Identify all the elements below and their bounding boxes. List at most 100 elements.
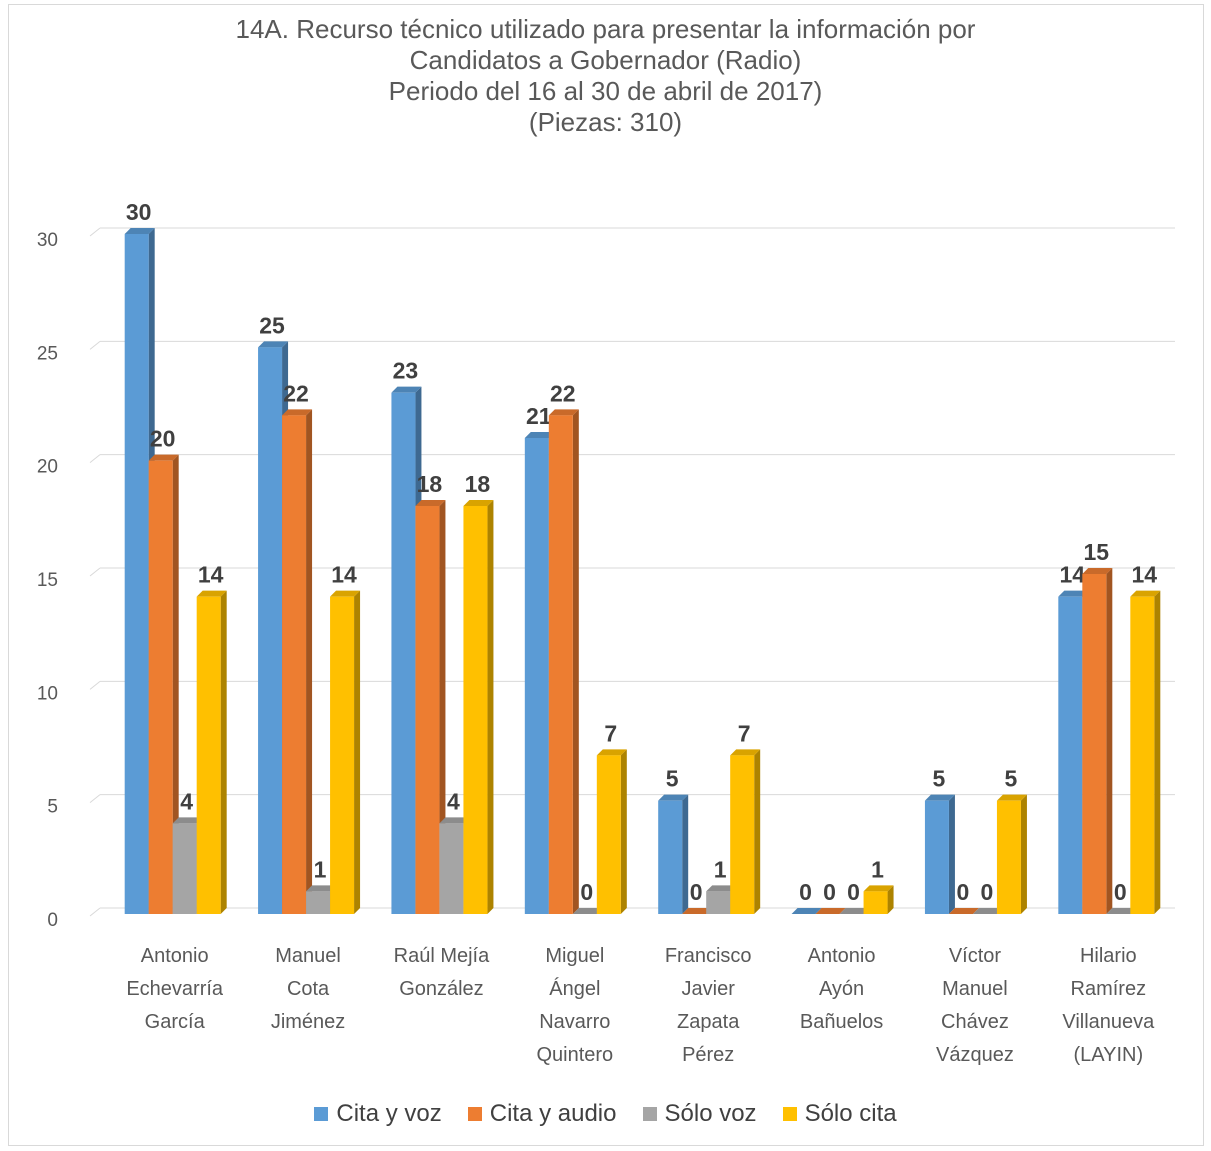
- bar-3-1-top: [548, 409, 579, 416]
- grid-depth-4: [89, 454, 101, 464]
- category-label-7-3: (LAYIN): [1073, 1044, 1143, 1066]
- bar-2-0-top: [391, 386, 422, 393]
- y-tick-label-6: 30: [37, 230, 58, 251]
- bar-1-0: [258, 347, 283, 914]
- bar-7-0: [1058, 596, 1083, 914]
- bar-0-3-top: [196, 590, 227, 597]
- bar-5-1-top: [815, 908, 846, 914]
- bar-7-1: [1082, 574, 1107, 914]
- data-label-6-1: 0: [957, 879, 970, 905]
- bar-1-2-top: [306, 885, 337, 892]
- bar-1-1-top: [282, 409, 313, 416]
- chart-frame: [8, 4, 1204, 1146]
- bar-6-1-top: [948, 908, 979, 914]
- title-line-4: (Piezas: 310): [528, 107, 683, 137]
- legend-label-solo-voz: Sólo voz: [664, 1100, 757, 1127]
- y-tick-label-4: 20: [37, 457, 58, 478]
- legend-swatch-cita-y-audio: [467, 1107, 482, 1121]
- data-label-5-3: 1: [871, 856, 884, 882]
- legend-label-cita-y-voz: Cita y voz: [336, 1100, 442, 1127]
- bar-6-0-side: [948, 794, 955, 914]
- bar-0-1-side: [172, 454, 179, 914]
- bar-4-2-top: [706, 885, 737, 892]
- data-label-2-3: 18: [465, 471, 491, 497]
- data-label-0-0: 30: [126, 199, 152, 225]
- data-label-5-0: 0: [799, 879, 812, 905]
- legend-item-cita-y-voz: Cita y voz: [314, 1100, 442, 1128]
- bar-7-0-top: [1058, 590, 1089, 597]
- data-label-4-0: 5: [666, 766, 679, 792]
- bar-5-3-top: [863, 885, 894, 892]
- data-label-1-1: 22: [283, 380, 309, 406]
- bar-3-0-top: [524, 432, 555, 438]
- data-label-4-2: 1: [714, 856, 727, 882]
- bar-0-0-top: [124, 228, 155, 234]
- bar-6-2-top: [972, 908, 1003, 914]
- title-line-3: Periodo del 16 al 30 de abril de 2017): [388, 76, 823, 106]
- bar-2-2-top: [439, 817, 470, 824]
- bar-3-0: [524, 438, 549, 914]
- category-label-0-2: García: [145, 1011, 206, 1033]
- data-label-3-0: 21: [526, 403, 552, 429]
- category-label-4-0: Francisco: [665, 945, 752, 967]
- data-label-6-2: 0: [981, 879, 994, 905]
- bar-0-2-top: [172, 817, 203, 824]
- data-label-1-0: 25: [259, 312, 285, 338]
- bar-4-1-top: [682, 908, 713, 914]
- legend-swatch-solo-voz: [642, 1107, 657, 1121]
- chart-title: 14A. Recurso técnico utilizado para pres…: [0, 14, 1211, 138]
- y-tick-label-3: 15: [37, 570, 58, 591]
- data-label-7-1: 15: [1084, 539, 1110, 565]
- category-label-6-0: Víctor: [949, 945, 1002, 967]
- category-label-7-2: Villanueva: [1062, 1011, 1155, 1033]
- data-label-2-2: 4: [447, 788, 460, 814]
- data-label-0-3: 14: [198, 562, 224, 588]
- bar-4-0: [658, 800, 683, 914]
- category-label-5-2: Bañuelos: [800, 1011, 883, 1033]
- bar-4-3-side: [754, 749, 761, 914]
- category-label-3-0: Miguel: [545, 945, 604, 967]
- bar-1-1-side: [306, 409, 313, 914]
- legend-label-solo-cita: Sólo cita: [804, 1100, 897, 1127]
- bar-3-2-top: [572, 908, 603, 914]
- category-label-6-2: Chávez: [941, 1011, 1009, 1033]
- category-label-4-3: Pérez: [682, 1044, 734, 1066]
- data-label-3-2: 0: [580, 879, 593, 905]
- grid-depth-3: [89, 567, 101, 577]
- bar-2-1: [415, 506, 440, 914]
- bar-0-2: [172, 823, 197, 914]
- category-label-1-2: Jiménez: [271, 1011, 345, 1033]
- bar-0-0: [124, 234, 149, 914]
- bar-0-3-side: [220, 590, 227, 914]
- bar-4-0-top: [658, 794, 689, 801]
- category-label-7-1: Ramírez: [1071, 978, 1147, 1000]
- bar-0-1: [148, 460, 173, 914]
- bar-4-0-side: [682, 794, 689, 914]
- data-label-2-1: 18: [417, 471, 443, 497]
- bar-7-2-top: [1106, 908, 1137, 914]
- category-label-5-0: Antonio: [808, 945, 876, 967]
- grid-depth-6: [89, 227, 101, 237]
- title-line-1: 14A. Recurso técnico utilizado para pres…: [235, 14, 976, 44]
- category-label-1-1: Cota: [287, 978, 330, 1000]
- bar-6-0: [924, 800, 949, 914]
- bar-6-3: [996, 800, 1021, 914]
- data-label-0-2: 4: [180, 788, 193, 814]
- data-label-5-2: 0: [847, 879, 860, 905]
- grid-depth-1: [89, 794, 101, 804]
- bar-1-0-top: [258, 341, 289, 348]
- bar-7-3: [1130, 596, 1155, 914]
- category-label-7-0: Hilario: [1080, 945, 1137, 967]
- title-line-2: Candidatos a Gobernador (Radio): [409, 45, 802, 75]
- bar-4-3-top: [730, 749, 761, 756]
- grid-depth-0: [89, 907, 101, 917]
- legend: Cita y voz Cita y audio Sólo voz Sólo ci…: [0, 1100, 1211, 1128]
- bar-3-1: [548, 415, 573, 914]
- bar-5-2-top: [839, 908, 870, 914]
- data-label-6-3: 5: [1005, 766, 1018, 792]
- bar-7-3-side: [1154, 590, 1161, 914]
- category-label-6-3: Vázquez: [936, 1044, 1014, 1066]
- category-label-2-0: Raúl Mejía: [394, 945, 490, 967]
- bar-0-3: [196, 596, 221, 914]
- bar-5-3: [863, 891, 888, 914]
